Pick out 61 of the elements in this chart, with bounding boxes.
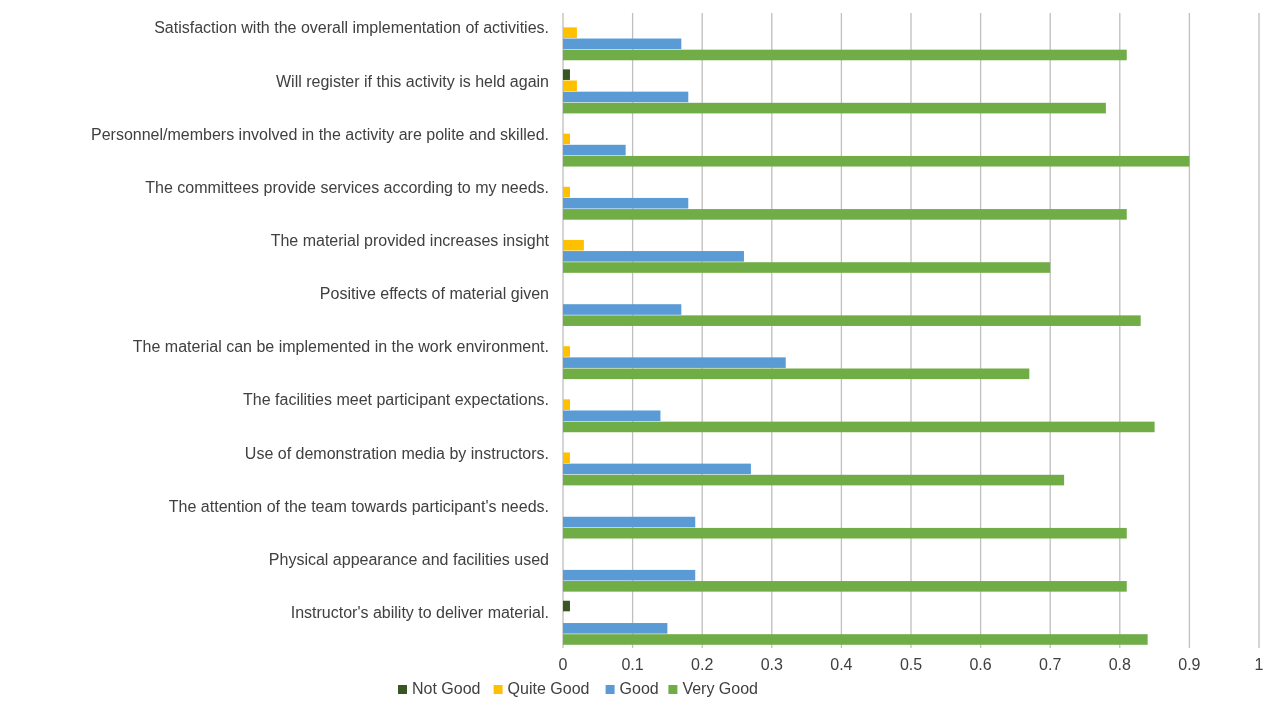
bar: [563, 399, 570, 410]
bar: [563, 27, 577, 38]
bar: [563, 209, 1127, 220]
bar: [563, 155, 1190, 167]
bar: [563, 304, 682, 315]
bar: [563, 251, 744, 262]
x-tick-label: 0.7: [1039, 656, 1062, 673]
bar: [563, 581, 1127, 592]
x-tick-label: 1: [1254, 656, 1264, 673]
y-tick-label: Will register if this activity is held again: [276, 72, 549, 90]
bar: [563, 600, 570, 612]
bar: [563, 315, 1141, 326]
bar: [563, 80, 577, 92]
x-tick-label: 0.4: [830, 656, 853, 673]
y-tick-label: The committees provide services according to my needs.: [145, 178, 549, 196]
bar: [563, 49, 1127, 61]
x-tick-label: 0.2: [691, 656, 714, 673]
legend-label: Quite Good: [507, 680, 590, 697]
bar: [563, 623, 668, 634]
bar: [563, 346, 570, 357]
bar: [563, 474, 1065, 486]
x-tick-label: 0.3: [760, 656, 784, 673]
bar: [563, 569, 696, 581]
legend-label: Very Good: [682, 680, 759, 697]
bar: [563, 368, 1030, 380]
y-tick-label: Satisfaction with the overall implementation of activities.: [154, 19, 549, 37]
bar: [563, 186, 570, 198]
bar: [563, 102, 1106, 114]
y-tick-label: Positive effects of material given: [319, 285, 549, 303]
bar: [563, 91, 689, 103]
y-tick-label: Instructor's ability to deliver material.: [290, 603, 549, 621]
y-tick-label: The attention of the team towards participant's needs.: [168, 497, 549, 515]
bar: [563, 452, 570, 464]
bar: [563, 421, 1155, 433]
bar: [563, 133, 570, 145]
bar: [563, 463, 751, 475]
bar: [563, 197, 689, 209]
bar: [563, 516, 696, 528]
bar: [563, 38, 682, 50]
bar: [563, 357, 786, 368]
x-tick-label: 0.1: [621, 656, 644, 673]
bar: [563, 410, 661, 422]
x-tick-label: 0.9: [1178, 656, 1201, 673]
x-tick-label: 0.8: [1108, 656, 1132, 673]
y-tick-label: Use of demonstration media by instructors.: [244, 444, 549, 462]
x-tick-label: 0.6: [969, 656, 992, 673]
x-tick-label: 0: [558, 656, 568, 673]
x-tick-label: 0.5: [899, 656, 923, 673]
bar: [563, 262, 1051, 273]
y-tick-label: The material can be implemented in the work environment.: [132, 338, 549, 356]
y-tick-label: The facilities meet participant expectations.: [243, 391, 549, 409]
legend-label: Good: [619, 680, 659, 697]
legend-label: Not Good: [412, 680, 481, 697]
bar: [563, 634, 1148, 645]
y-tick-label: Physical appearance and facilities used: [268, 550, 549, 568]
y-tick-label: The material provided increases insight: [270, 231, 550, 249]
bar: [563, 527, 1127, 539]
bar: [563, 144, 626, 156]
y-tick-label: Personnel/members involved in the activity are polite and skilled.: [90, 125, 549, 143]
bar: [563, 69, 570, 80]
bar: [563, 239, 584, 251]
